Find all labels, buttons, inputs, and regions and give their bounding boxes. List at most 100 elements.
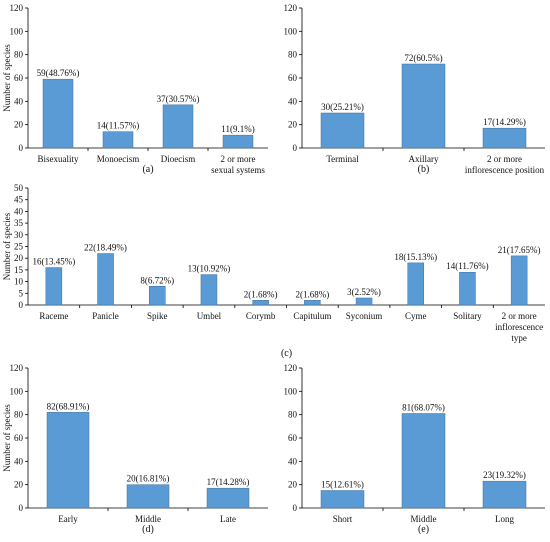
- y-tick-label: 100: [10, 386, 24, 396]
- data-label: 21(17.65%): [498, 245, 541, 255]
- data-label: 18(15.13%): [394, 252, 437, 262]
- chart-panel-b: 0 20 40 60 80 100 120 30(25.21%) Terminal 72(60.5…: [284, 3, 545, 175]
- category-label: Raceme: [39, 311, 68, 321]
- y-tick-label: 20: [288, 480, 298, 490]
- y-tick-label: 40: [14, 206, 24, 216]
- bar: [102, 131, 134, 149]
- panel-label: (e): [418, 524, 429, 535]
- y-tick-label: 80: [288, 50, 298, 60]
- y-tick-label: 20: [14, 480, 24, 490]
- data-label: 14(11.76%): [446, 261, 488, 271]
- category-label: Terminal: [326, 154, 359, 164]
- category-label: Panicle: [92, 311, 119, 321]
- chart-panel-a: 0 20 40 60 80 100 120 Number of species 59(48.76…: [2, 3, 268, 175]
- data-label: 37(30.57%): [157, 94, 200, 104]
- bar: [46, 412, 90, 509]
- data-label: 30(25.21%): [321, 102, 364, 112]
- y-tick-label: 5: [19, 288, 24, 298]
- data-label: 23(19.32%): [483, 470, 526, 480]
- y-tick-label: 120: [10, 3, 24, 13]
- y-tick-label: 100: [284, 386, 298, 396]
- y-tick-label: 100: [284, 26, 298, 36]
- y-tick-label: 40: [14, 456, 24, 466]
- bar: [401, 413, 446, 509]
- data-label: 14(11.57%): [97, 121, 139, 131]
- bar: [222, 134, 254, 149]
- category-label: 2 or more sexual systems: [211, 154, 265, 175]
- panel-label: (c): [281, 348, 292, 359]
- bar: [482, 480, 527, 509]
- data-label: 72(60.5%): [404, 53, 442, 63]
- category-label: Syconium: [346, 311, 383, 321]
- y-tick-label: 40: [14, 96, 24, 106]
- bar: [407, 262, 424, 306]
- category-label: 2 or more inflorescence type: [495, 311, 543, 343]
- category-label: Monoecism: [97, 154, 140, 164]
- y-tick-label: 10: [14, 277, 24, 287]
- bar: [401, 63, 446, 149]
- bar: [162, 104, 194, 149]
- data-label: 11(9.1%): [221, 124, 254, 134]
- category-label: Spike: [147, 311, 168, 321]
- chart-panel-e: 0 20 40 60 80 100 120 15(12.61%) Short 81(68.07%)…: [284, 363, 545, 535]
- data-label: 15(12.61%): [321, 480, 364, 490]
- bar: [320, 112, 365, 149]
- y-tick-label: 40: [288, 96, 298, 106]
- bar: [304, 300, 321, 306]
- y-tick-label: 25: [14, 242, 24, 252]
- y-tick-label: 20: [14, 120, 24, 130]
- y-tick-label: 20: [14, 253, 24, 263]
- category-label: Dioecism: [161, 154, 196, 164]
- category-label: Umbel: [197, 311, 222, 321]
- category-label: Long: [495, 514, 514, 524]
- y-tick-label: 80: [288, 410, 298, 420]
- bar: [206, 487, 250, 509]
- data-label: 82(68.91%): [47, 401, 90, 411]
- data-label: 2(1.68%): [244, 289, 278, 299]
- bar: [45, 267, 63, 306]
- y-tick-label: 60: [14, 433, 24, 443]
- y-tick-label: 40: [288, 456, 298, 466]
- data-label: 59(48.76%): [37, 68, 80, 78]
- data-label: 2(1.68%): [295, 289, 329, 299]
- category-label: Middle: [135, 514, 161, 524]
- category-label: Bisexuality: [38, 154, 79, 164]
- bar: [200, 274, 218, 306]
- bar: [42, 78, 74, 149]
- y-tick-label: 100: [10, 26, 24, 36]
- category-label: Solitary: [453, 311, 482, 321]
- data-label: 13(10.92%): [188, 264, 231, 274]
- panel-label: (b): [418, 164, 430, 175]
- data-label: 22(18.49%): [84, 243, 127, 253]
- bar: [482, 127, 527, 149]
- category-label: Early: [58, 514, 78, 524]
- bar: [97, 253, 114, 306]
- y-tick-label: 45: [14, 195, 24, 205]
- y-tick-label: 80: [14, 50, 24, 60]
- panel-label: (d): [142, 524, 154, 535]
- y-tick-label: 0: [19, 143, 24, 153]
- category-label: Cyme: [405, 311, 427, 321]
- category-label: Corymb: [246, 311, 276, 321]
- bar: [510, 255, 528, 306]
- category-label: Axillary: [409, 154, 439, 164]
- y-tick-label: 0: [293, 503, 298, 513]
- y-tick-label: 30: [14, 230, 24, 240]
- data-label: 16(13.45%): [32, 257, 75, 267]
- bar: [126, 484, 170, 509]
- y-tick-label: 0: [293, 143, 298, 153]
- y-tick-label: 60: [14, 73, 24, 83]
- data-label: 3(2.52%): [347, 287, 381, 297]
- y-tick-label: 60: [288, 433, 298, 443]
- data-label: 81(68.07%): [402, 403, 445, 413]
- y-tick-label: 50: [14, 183, 24, 193]
- category-label: Late: [220, 514, 236, 524]
- y-axis-label: Number of species: [2, 404, 12, 472]
- data-label: 17(14.28%): [207, 477, 250, 487]
- y-tick-label: 80: [14, 410, 24, 420]
- data-label: 8(6.72%): [140, 275, 174, 285]
- bar: [252, 300, 269, 306]
- bar: [459, 271, 476, 306]
